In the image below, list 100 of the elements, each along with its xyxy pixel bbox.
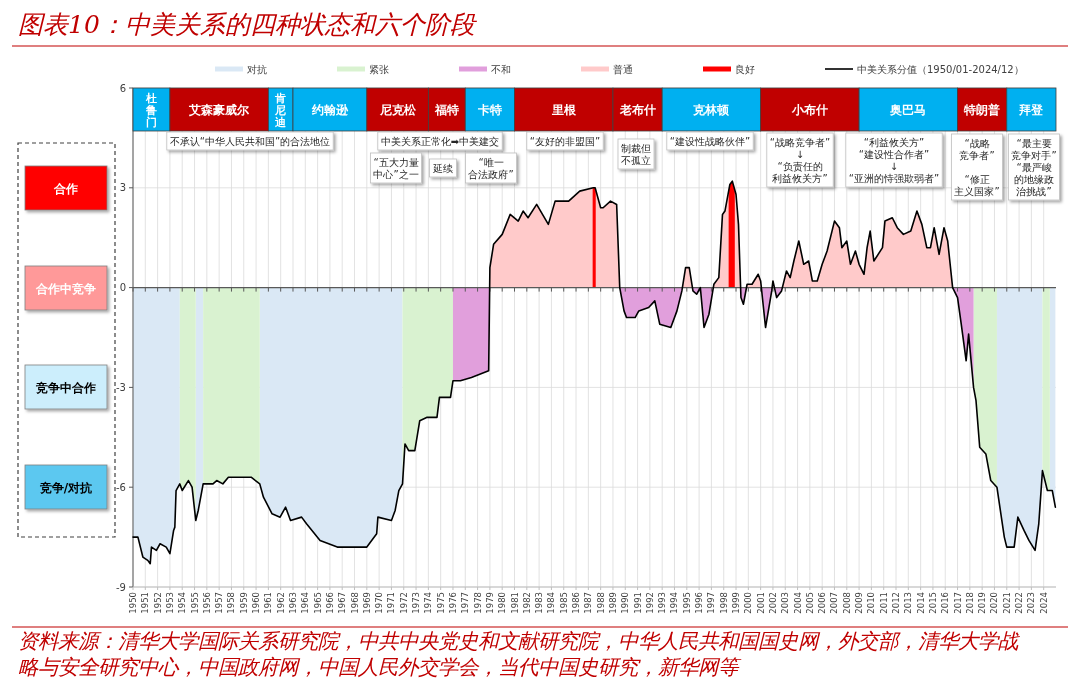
x-tick-label: 2000 bbox=[743, 592, 754, 614]
band-label: 里根 bbox=[550, 103, 577, 117]
x-tick-label: 1993 bbox=[657, 592, 668, 614]
legend-label: 中美关系分值（1950/01-2024/12） bbox=[857, 63, 1024, 75]
x-tick-label: 1987 bbox=[583, 592, 594, 614]
x-tick-label: 1985 bbox=[558, 592, 569, 614]
x-tick-label: 1998 bbox=[718, 592, 729, 614]
x-tick-label: 1967 bbox=[337, 592, 348, 614]
x-tick-label: 1964 bbox=[300, 592, 311, 614]
note: “唯一合法政府” bbox=[465, 152, 517, 184]
band-label: 福特 bbox=[433, 103, 459, 117]
band-label: 杜鲁门 bbox=[144, 91, 157, 128]
x-tick-label: 1959 bbox=[238, 592, 249, 614]
band-label: 肯尼迪 bbox=[274, 91, 287, 128]
x-tick-label: 2003 bbox=[780, 592, 791, 614]
x-tick-label: 2021 bbox=[1001, 592, 1012, 614]
x-tick-label: 1986 bbox=[571, 592, 582, 614]
x-tick-label: 2012 bbox=[891, 592, 902, 614]
x-tick-label: 2022 bbox=[1014, 592, 1025, 614]
band: 小布什 bbox=[760, 87, 860, 132]
text: 竞争/对抗 bbox=[38, 480, 93, 495]
y-tick-label: 6 bbox=[119, 82, 126, 94]
x-tick-label: 1976 bbox=[447, 592, 458, 614]
note: “战略竞争者”↓“负责任的利益攸关方” bbox=[766, 132, 834, 188]
x-tick-label: 2010 bbox=[866, 592, 877, 614]
x-tick-label: 2024 bbox=[1038, 592, 1049, 614]
x-tick-label: 1970 bbox=[374, 592, 385, 614]
text: 合作中竞争 bbox=[35, 281, 96, 296]
x-tick-label: 1960 bbox=[251, 592, 262, 614]
x-tick-label: 1952 bbox=[152, 592, 163, 614]
band: 老布什 bbox=[612, 87, 663, 132]
x-tick-label: 2011 bbox=[878, 592, 889, 614]
x-tick-label: 1963 bbox=[287, 592, 298, 614]
x-tick-label: 1955 bbox=[189, 592, 200, 614]
x-tick-label: 1962 bbox=[275, 592, 286, 614]
x-tick-label: 1951 bbox=[140, 592, 151, 614]
x-tick-label: 2015 bbox=[927, 592, 938, 614]
x-tick-label: 1984 bbox=[546, 592, 557, 614]
x-tick-label: 1992 bbox=[644, 592, 655, 614]
x-tick-label: 2023 bbox=[1026, 592, 1037, 614]
band-label: 克林顿 bbox=[692, 103, 731, 117]
y-tick-label: -6 bbox=[116, 481, 126, 493]
band: 克林顿 bbox=[661, 87, 762, 132]
band-label: 小布什 bbox=[790, 103, 828, 117]
x-tick-label: 1982 bbox=[521, 592, 532, 614]
x-tick-label: 1968 bbox=[349, 592, 360, 614]
text: 资料来源：清华大学国际关系研究院，中共中央党史和文献研究院，中华人民共和国国史网，外交部，清华大学战略与安全研究中心，中国政府网，中国人民外交学会，当代中国史研究，新华网等 bbox=[18, 629, 1020, 679]
x-tick-label: 2002 bbox=[767, 592, 778, 614]
band: 肯尼迪 bbox=[267, 87, 294, 132]
x-tick-label: 1972 bbox=[398, 592, 409, 614]
x-tick-label: 2004 bbox=[792, 592, 803, 614]
band-label: 卡特 bbox=[476, 103, 502, 117]
note: “五大力量中心”之一 bbox=[370, 152, 422, 184]
x-tick-label: 1965 bbox=[312, 592, 323, 614]
x-tick-label: 1996 bbox=[694, 592, 705, 614]
x-tick-label: 1975 bbox=[435, 592, 446, 614]
note: “战略竞争者”“修正主义国家” bbox=[951, 133, 1003, 201]
x-tick-label: 1966 bbox=[324, 592, 335, 614]
x-tick-label: 1999 bbox=[731, 592, 742, 614]
x-tick-label: 2018 bbox=[964, 592, 975, 614]
x-tick-label: 1997 bbox=[706, 592, 717, 614]
note: 制裁但不孤立 bbox=[617, 138, 655, 170]
x-tick-label: 2013 bbox=[903, 592, 914, 614]
note: 中美关系正常化➡中美建交 bbox=[377, 131, 503, 151]
x-tick-label: 1950 bbox=[128, 592, 138, 614]
x-tick-label: 1977 bbox=[460, 592, 471, 614]
x-tick-label: 2005 bbox=[804, 592, 815, 614]
note: 延续 bbox=[429, 158, 457, 178]
legend-label: 对抗 bbox=[247, 63, 267, 75]
band: 尼克松 bbox=[366, 87, 429, 132]
x-tick-label: 1988 bbox=[595, 592, 606, 614]
x-tick-label: 1957 bbox=[214, 592, 225, 614]
band: 奥巴马 bbox=[858, 87, 958, 132]
band-label: 奥巴马 bbox=[889, 103, 927, 117]
band-label: 尼克松 bbox=[378, 103, 417, 117]
x-tick-label: 2017 bbox=[952, 592, 963, 614]
band-label: 艾森豪威尔 bbox=[188, 103, 251, 117]
band: 杜鲁门 bbox=[132, 87, 171, 132]
x-tick-label: 1971 bbox=[386, 592, 397, 614]
x-tick-label: 2020 bbox=[989, 592, 1000, 614]
text: 合作 bbox=[53, 181, 78, 196]
legend-label: 紧张 bbox=[369, 63, 389, 75]
legend-label: 不和 bbox=[491, 63, 511, 75]
chart-title: 图表10：中美关系的四种状态和六个阶段 bbox=[18, 10, 478, 39]
note: “最主要竞争对手”“最严峻的地缘政治挑战” bbox=[1008, 133, 1060, 201]
band: 约翰逊 bbox=[292, 87, 368, 132]
text: 竞争中合作 bbox=[35, 380, 96, 395]
x-tick-label: 1980 bbox=[497, 592, 508, 614]
x-tick-label: 1969 bbox=[361, 592, 372, 614]
x-tick-label: 1990 bbox=[620, 592, 631, 614]
x-tick-label: 1953 bbox=[164, 592, 175, 614]
band: 福特 bbox=[427, 87, 466, 132]
y-tick-label: -3 bbox=[116, 381, 126, 393]
band: 特朗普 bbox=[957, 87, 1008, 132]
y-tick-label: 3 bbox=[119, 182, 126, 194]
note: “友好的非盟国” bbox=[526, 131, 604, 151]
y-tick-label: 0 bbox=[119, 282, 126, 294]
x-tick-label: 2001 bbox=[755, 592, 766, 614]
x-tick-label: 1994 bbox=[669, 592, 680, 614]
x-tick-label: 2007 bbox=[829, 592, 840, 614]
